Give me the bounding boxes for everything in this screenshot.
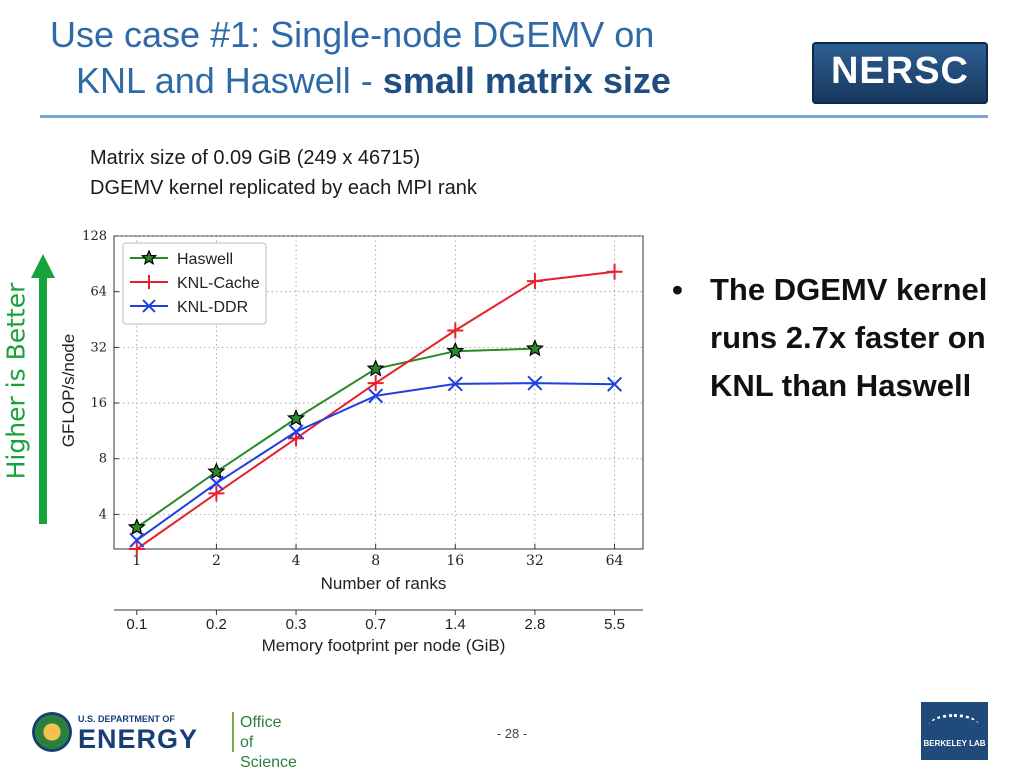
data-point-knl-ddr [208,475,224,491]
data-point-knl-ddr [368,388,384,404]
secondary-x-tick-label: 0.2 [206,616,227,633]
doe-dept-text: U.S. DEPARTMENT OF [78,714,175,724]
y-tick-label: 32 [90,340,107,355]
slide-title: Use case #1: Single-node DGEMV on KNL an… [50,12,671,104]
data-point-knl-ddr [607,376,623,392]
doe-seal-icon [32,712,72,752]
higher-is-better-arrow-icon [31,254,55,524]
berkeley-lab-arch-icon [929,714,979,737]
legend-label-knl-ddr: KNL-DDR [177,299,248,316]
y-tick-label: 4 [99,507,107,522]
data-point-knl-cache [208,485,225,502]
legend-marker-haswell [140,249,158,265]
data-point-haswell [446,341,465,359]
data-point-knl-cache [447,322,464,339]
page-number: - 28 - [496,726,528,741]
nersc-logo: NERSC [812,42,988,104]
x-tick-label: 8 [371,553,380,569]
chart-legend [122,242,267,325]
doe-separator [232,712,234,752]
bullet-icon: • [672,272,683,307]
doe-logo: U.S. DEPARTMENT OF ENERGY Office of Scie… [32,710,297,771]
office-of-science: Office of Science [240,713,297,773]
berkeley-lab-logo: BERKELEY LAB [921,702,988,760]
x-tick-label: 32 [526,553,544,569]
secondary-x-tick-label: 2.8 [524,616,545,633]
data-point-haswell [366,359,385,377]
data-point-knl-cache [367,375,384,392]
y-axis-label: GFLOP/s/node [59,334,78,447]
kernel-text: DGEMV kernel replicated by each MPI rank [90,177,477,199]
nersc-logo-text: NERSC [830,50,970,92]
secondary-x-axis-label: Memory footprint per node (GiB) [262,636,506,655]
x-tick-label: 64 [606,553,624,569]
x-tick-label: 4 [292,553,301,569]
data-point-knl-cache [526,273,543,290]
doe-energy-text: ENERGY [78,724,199,754]
title-plain: KNL and Haswell - [76,60,383,101]
y-tick-label: 128 [82,229,107,244]
secondary-x-tick-label: 0.1 [126,616,147,633]
title-divider [40,115,988,118]
key-finding: • The DGEMV kernel runs 2.7x faster on K… [672,266,1002,410]
x-tick-label: 1 [132,553,141,569]
data-point-haswell [127,517,146,536]
data-point-knl-cache [606,263,623,280]
legend-label-haswell: Haswell [177,251,233,268]
office-of-text: Office of [240,714,282,751]
data-point-knl-cache [128,541,145,557]
data-point-knl-ddr [447,376,463,392]
data-point-knl-ddr [129,532,145,548]
y-tick-label: 16 [90,396,107,411]
series-line-haswell [136,347,535,529]
secondary-x-tick-label: 0.7 [365,616,386,633]
science-text: Science [240,754,297,771]
berkeley-lab-text: BERKELEY LAB [923,739,986,748]
x-tick-label: 16 [446,553,464,569]
data-point-haswell [525,339,544,357]
legend-marker-knl-ddr [142,299,156,313]
legend-label-knl-cache: KNL-Cache [177,275,260,292]
data-point-haswell [207,462,226,480]
data-point-knl-ddr [288,424,304,440]
x-tick-label: 2 [212,553,221,569]
secondary-x-tick-label: 1.4 [445,616,466,633]
matrix-size-text: Matrix size of 0.09 GiB (249 x 46715) [90,147,421,169]
y-tick-label: 64 [90,285,107,300]
data-point-haswell [286,408,306,427]
title-emphasis: small matrix size [382,60,671,101]
secondary-x-tick-label: 0.3 [286,616,307,633]
y-tick-label: 8 [99,452,107,467]
legend-marker-knl-cache [142,275,156,289]
title-line-1: Use case #1: Single-node DGEMV on [50,14,655,55]
chart-description: Matrix size of 0.09 GiB (249 x 46715) DG… [90,143,477,203]
secondary-x-tick-label: 5.5 [604,616,625,633]
title-line-2: KNL and Haswell - small matrix size [50,58,671,104]
data-point-knl-ddr [527,375,543,391]
x-axis-label: Number of ranks [321,574,447,593]
key-finding-text: The DGEMV kernel runs 2.7x faster on KNL… [710,272,988,403]
